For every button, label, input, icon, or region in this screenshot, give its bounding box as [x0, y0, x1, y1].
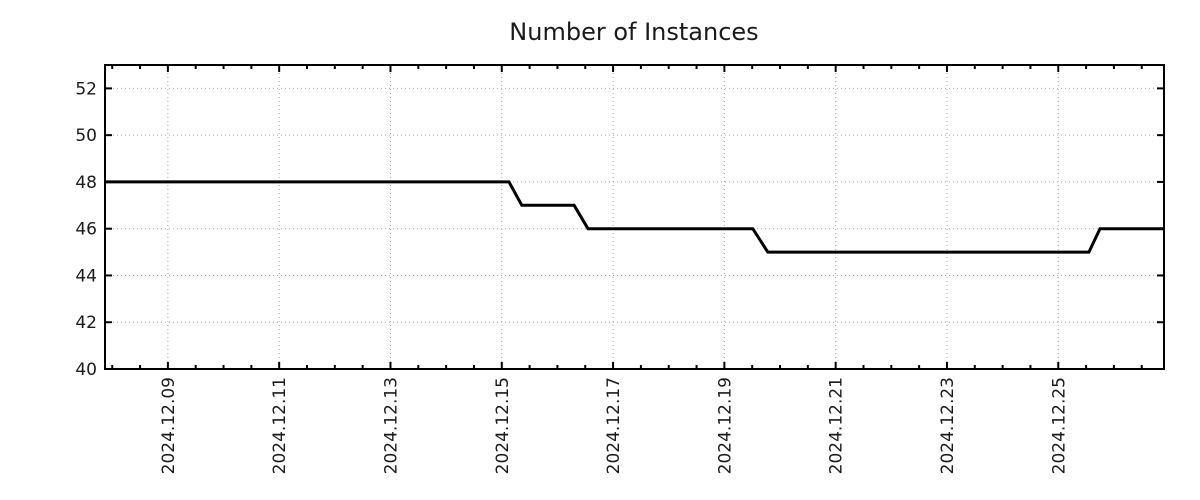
y-tick-label: 42 — [75, 313, 97, 333]
plot-border-rect — [104, 64, 1165, 370]
axis-ticks — [105, 65, 1164, 370]
x-tick-label: 2024.12.09 — [159, 377, 179, 474]
y-tick-label: 40 — [75, 360, 97, 380]
chart-title: Number of Instances — [509, 18, 758, 46]
x-tick-label: 2024.12.11 — [270, 377, 290, 474]
plot-border — [104, 64, 1165, 370]
y-tick-label: 46 — [75, 220, 97, 240]
data-series-line-instances — [105, 180, 1164, 254]
x-tick-label: 2024.12.13 — [382, 377, 402, 474]
axis-tick-labels: 40 42 44 46 48 50 52 2024.12.09 2024.12.11 2024.1… — [75, 79, 1069, 474]
x-tick-label: 2024.12.21 — [827, 377, 847, 474]
x-tick-label: 2024.12.17 — [604, 377, 624, 474]
y-tick-label: 52 — [75, 79, 97, 99]
y-tick-label: 50 — [75, 126, 97, 146]
x-tick-label: 2024.12.23 — [938, 377, 958, 474]
grid-lines — [105, 65, 1164, 369]
y-tick-label: 48 — [75, 173, 97, 193]
x-tick-label: 2024.12.19 — [715, 377, 735, 474]
x-tick-label: 2024.12.15 — [493, 377, 513, 474]
data-series — [105, 180, 1164, 254]
x-tick-label: 2024.12.25 — [1049, 377, 1069, 474]
y-tick-label: 44 — [75, 266, 97, 286]
